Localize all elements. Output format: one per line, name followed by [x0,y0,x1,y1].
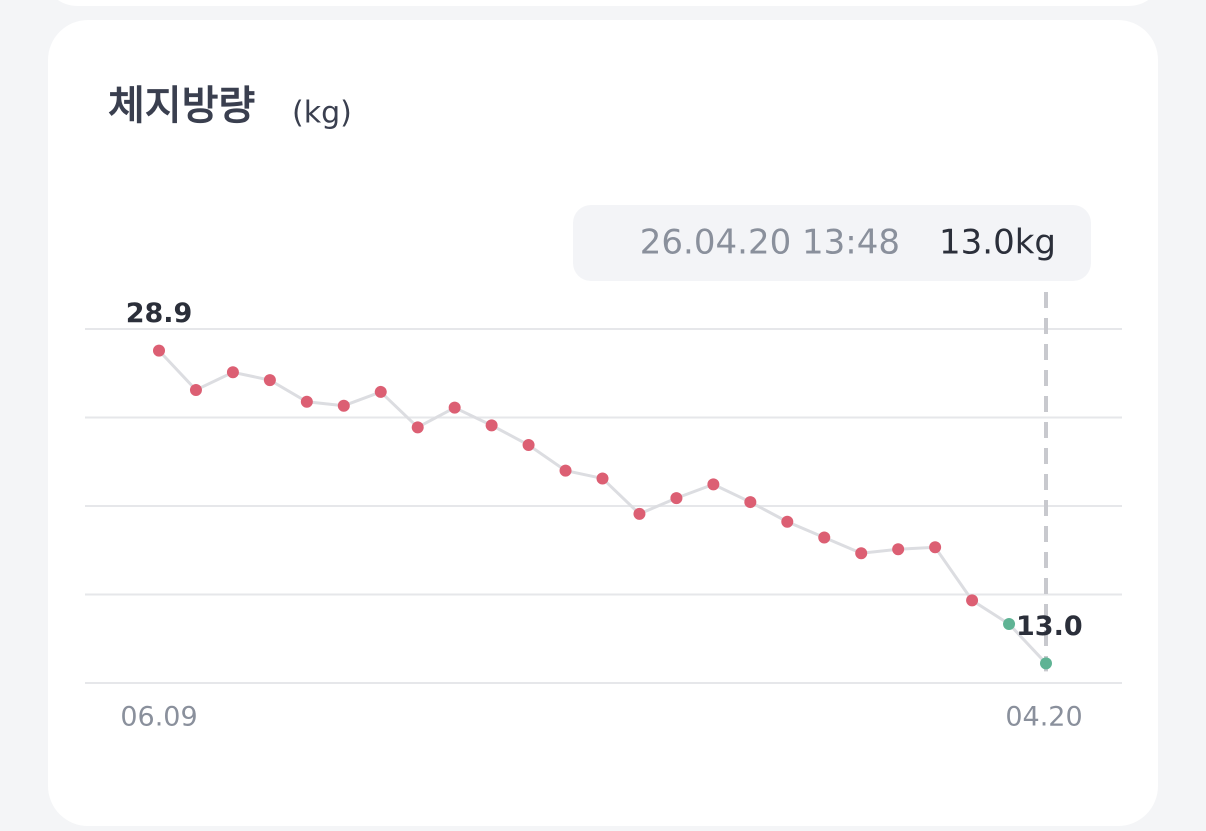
point [485,419,498,432]
x-tick-label: 06.09 [120,702,197,733]
point [189,383,202,396]
point [153,344,165,357]
point [707,478,720,491]
point [855,547,868,560]
point [892,543,905,556]
point [522,439,535,452]
point [337,399,350,412]
point [559,464,572,477]
point [263,374,276,387]
point [596,472,609,485]
value-label: 13.0 [1016,611,1083,642]
point [411,421,424,434]
point [781,515,794,528]
point [633,507,646,520]
tooltip-datetime: 26.04.20 13:48 [640,223,900,263]
unit: (kg) [292,96,352,131]
value-label: 28.9 [126,298,193,329]
point [300,395,313,408]
point [929,541,942,554]
point [374,385,387,398]
tooltip [573,205,1091,281]
point [670,492,683,505]
x-tick-label: 04.20 [1005,702,1082,733]
card-title: 체지방량 [108,83,255,129]
tooltip-value: 13.0kg [939,223,1056,263]
card [48,20,1158,826]
point [966,594,979,607]
point [1040,657,1052,670]
previous-card [57,0,1149,6]
point [744,496,757,509]
point [226,366,239,379]
point [448,401,461,414]
point [818,531,831,544]
point [1003,618,1016,630]
plot: 28.9 13.0 06.09 04.20 [85,292,1122,733]
